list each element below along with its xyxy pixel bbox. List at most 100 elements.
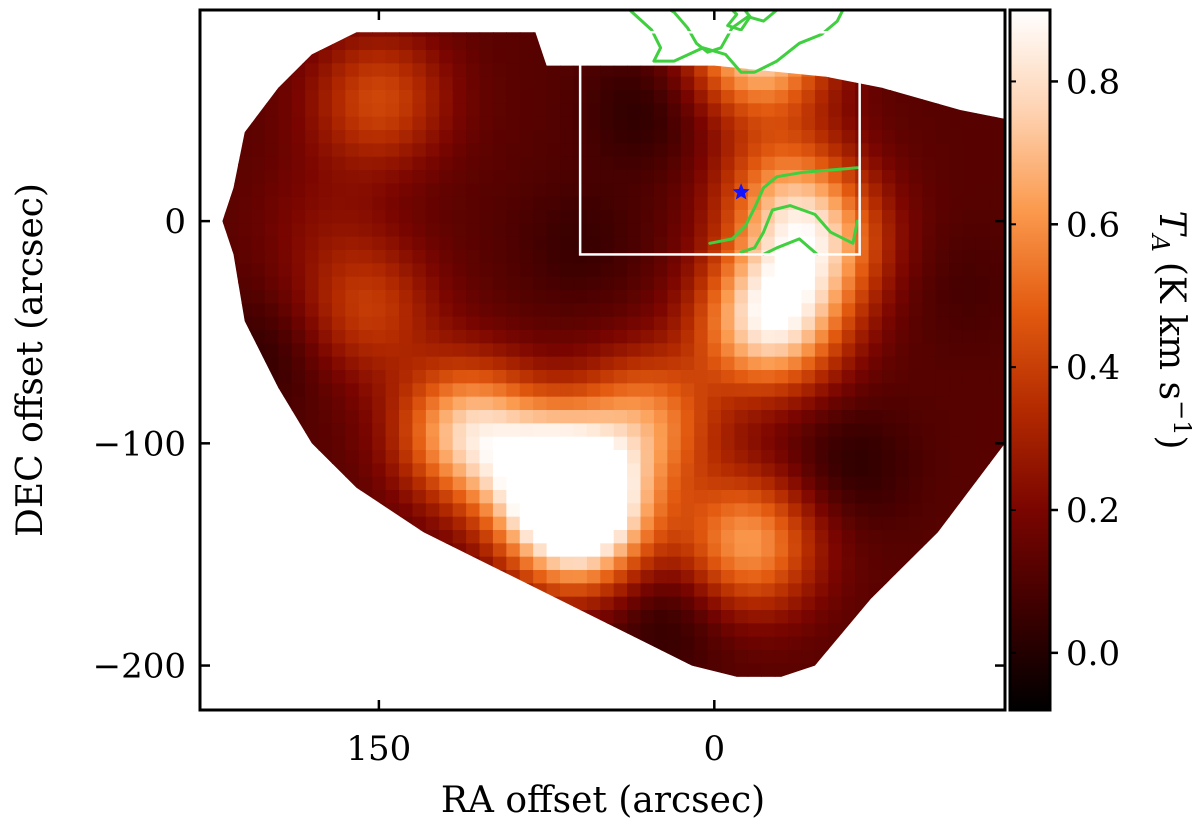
heatmap-cell xyxy=(653,236,668,251)
heatmap-cell xyxy=(519,330,534,344)
heatmap-cell xyxy=(801,490,816,504)
heatmap-cell xyxy=(345,330,360,344)
heatmap-cell xyxy=(600,396,615,411)
heatmap-cell xyxy=(667,183,682,198)
heatmap-cell xyxy=(613,76,628,91)
heatmap-cell xyxy=(922,250,937,264)
heatmap-cell xyxy=(694,650,709,664)
heatmap-cell xyxy=(761,196,776,211)
heatmap-cell xyxy=(801,650,816,664)
heatmap-cell xyxy=(761,490,776,504)
heatmap-cell xyxy=(653,556,668,571)
heatmap-cell xyxy=(761,650,776,664)
heatmap-cell xyxy=(855,370,870,384)
heatmap-cell xyxy=(613,330,628,344)
heatmap-cell xyxy=(278,223,293,238)
heatmap-cell xyxy=(613,610,628,624)
contour-line xyxy=(627,10,845,74)
x-tick-label: 0 xyxy=(703,729,725,769)
heatmap-cell xyxy=(425,223,440,238)
heatmap-cell xyxy=(385,210,400,224)
heatmap-cell xyxy=(492,290,507,304)
heatmap-cell xyxy=(828,263,843,278)
heatmap-cell xyxy=(627,610,642,624)
heatmap-cell xyxy=(640,290,655,304)
heatmap-cell xyxy=(627,423,642,438)
heatmap-cell xyxy=(600,583,615,598)
heatmap-cell xyxy=(318,330,333,344)
heatmap-cell xyxy=(264,143,279,158)
heatmap-cell xyxy=(653,303,668,318)
heatmap-cell xyxy=(788,156,803,171)
heatmap-cell xyxy=(935,276,950,291)
heatmap-cell xyxy=(788,116,803,131)
heatmap-cell xyxy=(425,196,440,211)
heatmap-cell xyxy=(989,263,1004,278)
heatmap-cell xyxy=(667,450,682,464)
heatmap-cell xyxy=(707,210,722,224)
heatmap-cell xyxy=(305,263,320,278)
heatmap-cell xyxy=(479,423,494,438)
heatmap-cell xyxy=(600,330,615,344)
heatmap-cell xyxy=(318,50,333,64)
heatmap-cell xyxy=(492,196,507,211)
heatmap-cell xyxy=(680,530,695,544)
heatmap-cell xyxy=(761,396,776,411)
heatmap-cell xyxy=(613,143,628,158)
heatmap-cell xyxy=(761,410,776,424)
heatmap-cell xyxy=(600,130,615,144)
heatmap-cell xyxy=(989,290,1004,304)
heatmap-cell xyxy=(533,303,548,318)
heatmap-cell xyxy=(680,383,695,398)
heatmap-cell xyxy=(949,303,964,318)
heatmap-cell xyxy=(747,143,762,158)
heatmap-cell xyxy=(882,450,897,464)
heatmap-cell xyxy=(922,330,937,344)
heatmap-cell xyxy=(425,490,440,504)
heatmap-cell xyxy=(533,116,548,131)
heatmap-cell xyxy=(828,356,843,371)
heatmap-cell xyxy=(399,330,414,344)
heatmap-cell xyxy=(425,103,440,118)
heatmap-cell xyxy=(331,290,346,304)
heatmap-cell xyxy=(640,196,655,211)
heatmap-cell xyxy=(466,316,481,331)
heatmap-cell xyxy=(908,143,923,158)
heatmap-cell xyxy=(533,236,548,251)
heatmap-cell xyxy=(627,316,642,331)
heatmap-cell xyxy=(868,250,883,264)
heatmap-cell xyxy=(707,423,722,438)
heatmap-cell xyxy=(895,343,910,358)
heatmap-cell xyxy=(734,396,749,411)
heatmap-cell xyxy=(600,303,615,318)
heatmap-cell xyxy=(560,556,575,571)
heatmap-cell xyxy=(345,196,360,211)
heatmap-cell xyxy=(479,76,494,91)
heatmap-cell xyxy=(640,343,655,358)
heatmap-cell xyxy=(466,130,481,144)
heatmap-cell xyxy=(439,50,454,64)
heatmap-cell xyxy=(828,610,843,624)
heatmap-cell xyxy=(801,276,816,291)
heatmap-cell xyxy=(935,210,950,224)
heatmap-cell xyxy=(707,170,722,184)
box-region xyxy=(578,30,861,256)
heatmap-cell xyxy=(613,90,628,104)
colorbar-label-units: (K km s xyxy=(1151,262,1192,400)
heatmap-cell xyxy=(466,276,481,291)
heatmap-cell xyxy=(734,156,749,171)
heatmap-cell xyxy=(788,490,803,504)
heatmap-cell xyxy=(439,156,454,171)
heatmap-cell xyxy=(425,316,440,331)
heatmap-cell xyxy=(586,516,601,531)
heatmap-cell xyxy=(627,116,642,131)
heatmap-cell xyxy=(573,423,588,438)
heatmap-cell xyxy=(291,276,306,291)
heatmap-cell xyxy=(841,476,856,491)
heatmap-cell xyxy=(425,130,440,144)
heatmap-cell xyxy=(305,236,320,251)
heatmap-cell xyxy=(492,236,507,251)
heatmap-cell xyxy=(868,223,883,238)
heatmap-cell xyxy=(949,450,964,464)
heatmap-cell xyxy=(492,423,507,438)
